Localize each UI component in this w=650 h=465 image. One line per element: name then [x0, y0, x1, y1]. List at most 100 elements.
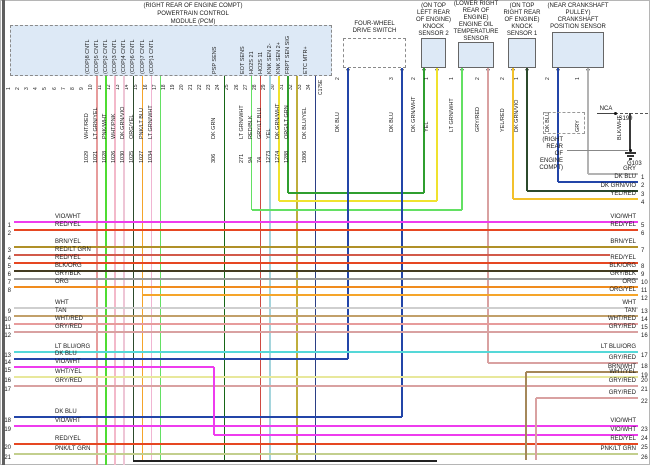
- row-right-number: 21: [641, 387, 648, 393]
- wire-color-label: WHT/RED: [55, 316, 83, 322]
- crankshaft-position-sensor-wire: [587, 68, 589, 174]
- wire-join-lt-grn-wht: [251, 209, 462, 211]
- wire-row-yel-red: [513, 198, 638, 200]
- crankshaft-position-sensor-name: CRANKSHAFT: [557, 17, 599, 23]
- pcm-pin-number: 32: [288, 84, 295, 90]
- crankshaft-position-sensor-pin-number: 2: [545, 77, 551, 80]
- pcm-pin-number: 16: [142, 84, 149, 90]
- row-right-number: 18: [641, 364, 648, 370]
- wire-color-label: GRY/RED: [608, 324, 636, 330]
- pcm-pin-number: 2: [15, 87, 22, 90]
- four-wheel-drive-switch-wire: [347, 68, 349, 359]
- knock-sensor-1-location: (ON TOP: [509, 3, 535, 9]
- splice-dot-s199: [613, 111, 617, 115]
- wire-color-label: GRY/RED: [608, 355, 636, 361]
- pcm-pin-number: 29: [260, 84, 267, 90]
- knock-sensor-2-wire: [423, 68, 425, 193]
- ground-location-label: OF: [554, 151, 563, 157]
- row-right-number: 19: [641, 373, 648, 379]
- row-left-number: 10: [4, 317, 11, 323]
- wire-color-label: DK GRN/VIO: [514, 99, 520, 132]
- pcm-wire-red-blk: [259, 76, 262, 461]
- wire-color-label: GRY/LT BLU: [256, 107, 263, 140]
- pcm-wire-dk-blu-yel: [314, 76, 317, 461]
- pcm-pin-label: (COP)8 CNTL: [84, 39, 91, 74]
- wire-color-label: PNK/WHT: [102, 113, 109, 139]
- wire-row-gry-red: [14, 331, 638, 333]
- ground-bar-2: [626, 155, 634, 157]
- wire-color-label: PNK/LT GRN: [600, 446, 636, 452]
- wire-color-label: ORG/YEL: [609, 287, 636, 293]
- wire-color-label: WHT: [622, 300, 636, 306]
- pcm-pin-number: 28: [251, 84, 258, 90]
- row-right-number: 2: [641, 183, 645, 189]
- crankshaft-position-sensor-box: [552, 32, 604, 68]
- row-right-number: 12: [641, 296, 648, 302]
- pcm-pin-label: EOT SENS: [239, 46, 246, 74]
- pcm-pin-number: 14: [124, 84, 131, 90]
- wire-color-label: WHT/PNK: [111, 113, 118, 139]
- pcm-pin-number: 1: [6, 87, 12, 90]
- bottom-component-edge: [133, 459, 437, 463]
- crankshaft-position-sensor-wire: [557, 68, 559, 182]
- pcm-pin-number: 20: [178, 84, 185, 90]
- pcm-pin-number: 6: [51, 87, 58, 90]
- pcm-pin-label: (COP)7 CNTL: [139, 39, 146, 74]
- page-left-edge: [2, 0, 5, 465]
- engine-oil-temperature-sensor-box: [458, 42, 494, 68]
- wire-row-vio-wht: [14, 366, 214, 368]
- row-right-number: 15: [641, 325, 648, 331]
- four-wheel-drive-switch-name: DRIVE SWITCH: [352, 28, 397, 34]
- wire-color-label: LT GRN/WHT: [449, 98, 455, 132]
- wire-color-label: GRY: [623, 166, 636, 172]
- pcm-pin-number: 18: [160, 84, 167, 90]
- wire-color-label: DK BLU: [55, 409, 77, 415]
- wire-row-red-lt-grn: [14, 254, 610, 256]
- wire-color-label: VIO/WHT: [610, 427, 636, 433]
- wire-row-dk-blu: [14, 358, 348, 360]
- four-wheel-drive-switch-pin-number: 2: [335, 77, 341, 80]
- four-wheel-drive-switch-name: FOUR-WHEEL: [354, 21, 395, 27]
- wire-color-label: PNK/LT BLU: [138, 108, 145, 139]
- row-right-number: 23: [641, 427, 648, 433]
- wire-color-label: PNK/LT GRN: [55, 446, 91, 452]
- pcm-pin-number: 7: [60, 87, 67, 90]
- row-right-number: 3: [641, 192, 645, 198]
- knock-sensor-1-pin-number: 1: [514, 77, 520, 80]
- row-right-number: 4: [641, 200, 645, 206]
- row-left-number: 7: [7, 280, 11, 286]
- row-right-number: 11: [641, 288, 648, 294]
- wire-row-dk-grn-vio: [527, 190, 638, 192]
- wire-color-label: WHT/RED: [83, 113, 90, 139]
- row-left-number: 3: [7, 248, 11, 254]
- row-left-number: 8: [7, 288, 11, 294]
- engine-oil-temperature-sensor-name: SENSOR: [463, 36, 489, 42]
- wire-color-label: BLK/ORG: [55, 263, 82, 269]
- row-left-number: 5: [7, 264, 11, 270]
- compt-boundary-dashed-box: [543, 112, 585, 134]
- wire-color-label: VIO/WHT: [55, 359, 81, 365]
- wire-row-wht: [14, 307, 638, 309]
- ground-location-label: COMPT): [539, 165, 563, 171]
- wire-color-label: YEL/RED: [610, 191, 636, 197]
- ground-junction-dot: [628, 148, 632, 152]
- pcm-pin-number: 31: [279, 84, 285, 90]
- wire-color-label: RED/YEL: [55, 222, 81, 228]
- pcm-pin-label: ETC MTR+: [303, 46, 310, 74]
- wire-vertical-gry-red: [535, 398, 537, 460]
- row-right-number: 5: [641, 223, 645, 229]
- pcm-wire-lt-grn-wht: [159, 76, 162, 461]
- wire-color-label: DK BLU: [614, 174, 636, 180]
- wire-color-label: YEL: [424, 121, 430, 132]
- crankshaft-position-sensor-location: (NEAR CRANKSHAFT: [547, 3, 609, 9]
- row-left-number: 9: [7, 309, 11, 315]
- wire-color-label: GRY/BLK: [55, 271, 81, 277]
- wire-color-label: DK BLU: [55, 351, 77, 357]
- row-left-number: 16: [4, 378, 11, 384]
- pcm-pin-label: (COP)4 CNTL: [121, 39, 128, 74]
- row-right-number: 16: [641, 333, 648, 339]
- wire-color-label: RED/BLK: [247, 115, 254, 139]
- pcm-pin-number: 22: [197, 84, 204, 90]
- wire-color-label: RED/YEL: [610, 222, 636, 228]
- wire-color-label: GRY/RED: [55, 324, 83, 330]
